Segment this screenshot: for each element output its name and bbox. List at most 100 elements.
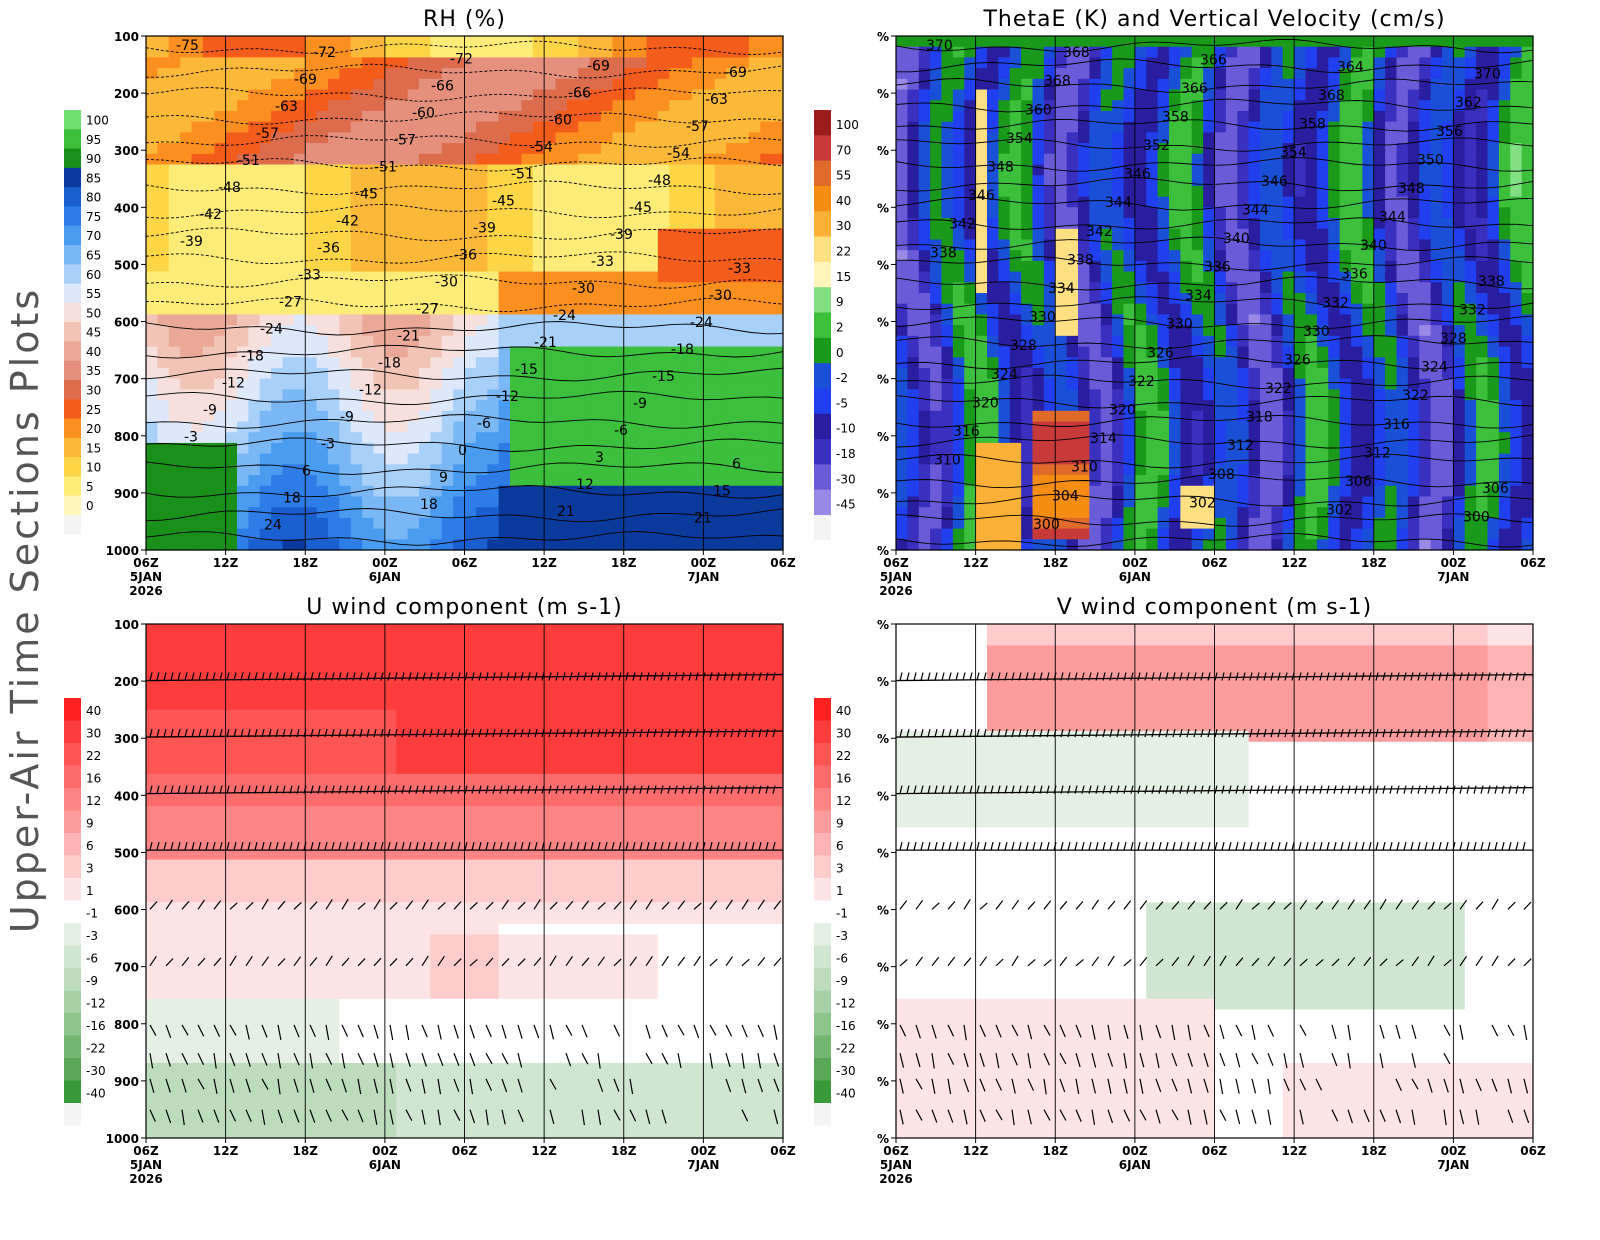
thetae-cell: [1226, 454, 1238, 465]
thetae-cell: [1180, 443, 1192, 454]
rh-cell: [521, 272, 533, 283]
rh-cell: [362, 272, 374, 283]
thetae-cell: [1215, 143, 1227, 154]
rh-cell: [362, 539, 374, 550]
thetae-cell: [896, 57, 908, 68]
thetae-cell: [964, 379, 976, 390]
rh-cell: [738, 239, 750, 250]
rh-cell: [385, 239, 397, 250]
thetae-cell: [1374, 165, 1386, 176]
rh-cell: [305, 165, 317, 176]
rh-cell: [726, 529, 738, 540]
rh-cell: [578, 336, 590, 347]
rh-cell: [396, 454, 408, 465]
rh-cell: [533, 261, 545, 272]
thetae-cell: [987, 90, 999, 101]
rh-cell: [248, 47, 260, 58]
rh-cell: [419, 464, 431, 475]
rh-cell: [214, 336, 226, 347]
rh-cell: [624, 411, 636, 422]
thetae-cell: [1044, 122, 1056, 133]
rh-cell: [305, 282, 317, 293]
thetae-cell: [1101, 111, 1113, 122]
thetae-cell: [976, 529, 988, 540]
thetae-cell: [1033, 464, 1045, 475]
thetae-cell: [1226, 186, 1238, 197]
rh-cell: [442, 400, 454, 411]
rh-cell: [203, 250, 215, 261]
thetae-cell: [1067, 111, 1079, 122]
rh-cell: [419, 475, 431, 486]
thetae-cell: [1306, 389, 1318, 400]
thetae-cell: [1283, 539, 1295, 550]
thetae-cell: [1294, 47, 1306, 58]
rh-cell: [533, 389, 545, 400]
rh-cell: [453, 304, 465, 315]
thetae-cell: [1055, 336, 1067, 347]
rh-cell: [203, 539, 215, 550]
rh-cell: [260, 496, 272, 507]
rh-cell: [647, 389, 659, 400]
rh-cell: [146, 57, 158, 68]
thetae-cell: [1078, 529, 1090, 540]
rh-cell: [453, 186, 465, 197]
thetae-cell: [1226, 411, 1238, 422]
thetae-cell: [1010, 47, 1022, 58]
thetae-cell: [1328, 336, 1340, 347]
thetae-cell: [896, 272, 908, 283]
thetae-cell: [1374, 529, 1386, 540]
rh-cell: [726, 36, 738, 47]
thetae-cell: [1101, 175, 1113, 186]
rh-cell: [146, 90, 158, 101]
rh-cell: [556, 79, 568, 90]
thetae-cell: [1237, 47, 1249, 58]
rh-cell: [305, 325, 317, 336]
thetae-cell: [1158, 454, 1170, 465]
thetae-cell: [942, 539, 954, 550]
thetae-cell: [1078, 496, 1090, 507]
rh-cell: [533, 207, 545, 218]
rh-cell: [157, 347, 169, 358]
rh-cell: [374, 68, 386, 79]
rh-cell: [351, 132, 363, 143]
rh-x-tick-label: 18Z: [611, 556, 637, 570]
rh-cell: [294, 336, 306, 347]
rh-cell: [612, 336, 624, 347]
rh-cell: [260, 486, 272, 497]
thetae-cell: [1033, 36, 1045, 47]
rh-cell: [590, 518, 602, 529]
thetae-cell: [1362, 36, 1374, 47]
rh-cell: [328, 186, 340, 197]
rh-cell: [635, 496, 647, 507]
rh-cell: [294, 36, 306, 47]
rh-cell: [248, 100, 260, 111]
thetae-cell: [1089, 143, 1101, 154]
rh-cell: [635, 518, 647, 529]
rh-cell: [681, 250, 693, 261]
rh-cell: [760, 379, 772, 390]
thetae-cell: [1158, 443, 1170, 454]
rh-cell: [749, 239, 761, 250]
thetae-cell: [930, 389, 942, 400]
rh-cell: [283, 443, 295, 454]
rh-cell: [396, 518, 408, 529]
thetae-cell: [1226, 304, 1238, 315]
rh-cell: [362, 529, 374, 540]
thetae-cell: [1328, 229, 1340, 240]
rh-cell: [738, 36, 750, 47]
rh-cell: [556, 411, 568, 422]
rh-x-tick-label: 00Z: [372, 556, 398, 570]
rh-cell: [567, 229, 579, 240]
rh-cell: [601, 90, 613, 101]
rh-contour-label: -39: [610, 227, 633, 243]
thetae-cell: [1294, 486, 1306, 497]
thetae-cell: [953, 90, 965, 101]
thetae-cell: [1192, 143, 1204, 154]
rh-cell: [351, 239, 363, 250]
thetae-cell: [942, 90, 954, 101]
rh-cell: [601, 400, 613, 411]
rh-cell: [658, 539, 670, 550]
rh-cell: [738, 336, 750, 347]
thetae-cell: [1021, 475, 1033, 486]
thetae-cell: [964, 347, 976, 358]
